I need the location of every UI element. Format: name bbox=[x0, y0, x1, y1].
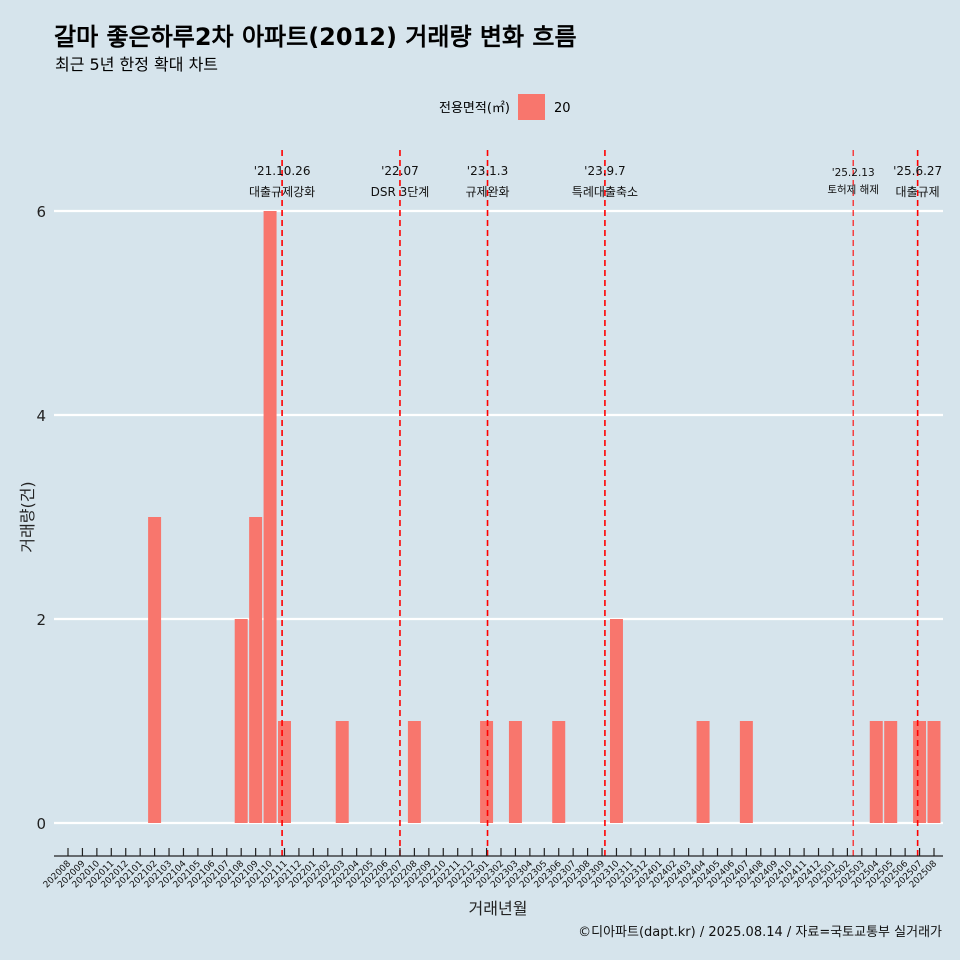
x-axis-label: 거래년월 bbox=[469, 899, 528, 918]
bar-202507 bbox=[913, 721, 927, 823]
chart-title: 갈마 좋은하루2차 아파트(2012) 거래량 변화 흐름 bbox=[54, 23, 577, 51]
chart-subtitle: 최근 5년 한정 확대 차트 bbox=[55, 55, 218, 74]
bar-202508 bbox=[927, 721, 941, 823]
bar-202306 bbox=[552, 721, 566, 823]
bar-202310 bbox=[609, 619, 623, 823]
y-tick-label: 0 bbox=[36, 815, 46, 833]
bars bbox=[148, 211, 941, 823]
event-description-label: 특례대출축소 bbox=[572, 185, 638, 199]
gridlines bbox=[54, 209, 943, 825]
event-date-label: '21.10.26 bbox=[254, 164, 311, 178]
bar-202404 bbox=[696, 721, 710, 823]
bar-202301 bbox=[480, 721, 494, 823]
y-tick-label: 6 bbox=[36, 203, 46, 221]
event-description-label: DSR 3단계 bbox=[371, 185, 430, 199]
legend-entry: 20 bbox=[554, 101, 571, 116]
event-lines: '21.10.26 대출규제강화 '22.07 DSR 3단계 '23.1.3 규제완화 '… bbox=[249, 150, 942, 856]
bar-202505 bbox=[884, 721, 898, 823]
y-axis-label: 거래량(건) bbox=[18, 481, 37, 552]
event-date-label: '23.1.3 bbox=[467, 164, 508, 178]
event-date-label: '22.07 bbox=[381, 164, 419, 178]
bar-202203 bbox=[335, 721, 349, 823]
bar-202407 bbox=[739, 721, 753, 823]
bar-202108 bbox=[234, 619, 248, 823]
event-description-label: 대출규제 bbox=[896, 185, 940, 199]
bar-202102 bbox=[148, 517, 162, 823]
event-date-label: '25.6.27 bbox=[893, 164, 942, 178]
event-date-label: '25.2.13 bbox=[832, 167, 875, 179]
bar-202303 bbox=[508, 721, 522, 823]
event-description-label: 규제완화 bbox=[465, 185, 509, 199]
y-tick-label: 2 bbox=[36, 611, 46, 629]
event-date-label: '23.9.7 bbox=[584, 164, 625, 178]
event-description-label: 토허제 해제 bbox=[827, 183, 879, 196]
legend-swatch bbox=[518, 94, 545, 120]
event-description-label: 대출규제강화 bbox=[249, 185, 315, 199]
x-ticks: 2020082020092020102020112020122021012021… bbox=[42, 848, 939, 890]
bar-202208 bbox=[407, 721, 421, 823]
legend-title: 전용면적(㎡) bbox=[439, 101, 510, 116]
bar-202504 bbox=[869, 721, 883, 823]
bar-202111 bbox=[278, 721, 291, 823]
legend: 전용면적(㎡) 20 bbox=[439, 94, 571, 120]
bar-202109 bbox=[249, 517, 263, 823]
y-ticks: 0 2 4 6 bbox=[36, 203, 46, 833]
y-tick-label: 4 bbox=[36, 407, 46, 425]
caption: ©디아파트(dapt.kr) / 2025.08.14 / 자료=국토교통부 실… bbox=[578, 925, 942, 940]
bar-202110 bbox=[263, 211, 277, 823]
